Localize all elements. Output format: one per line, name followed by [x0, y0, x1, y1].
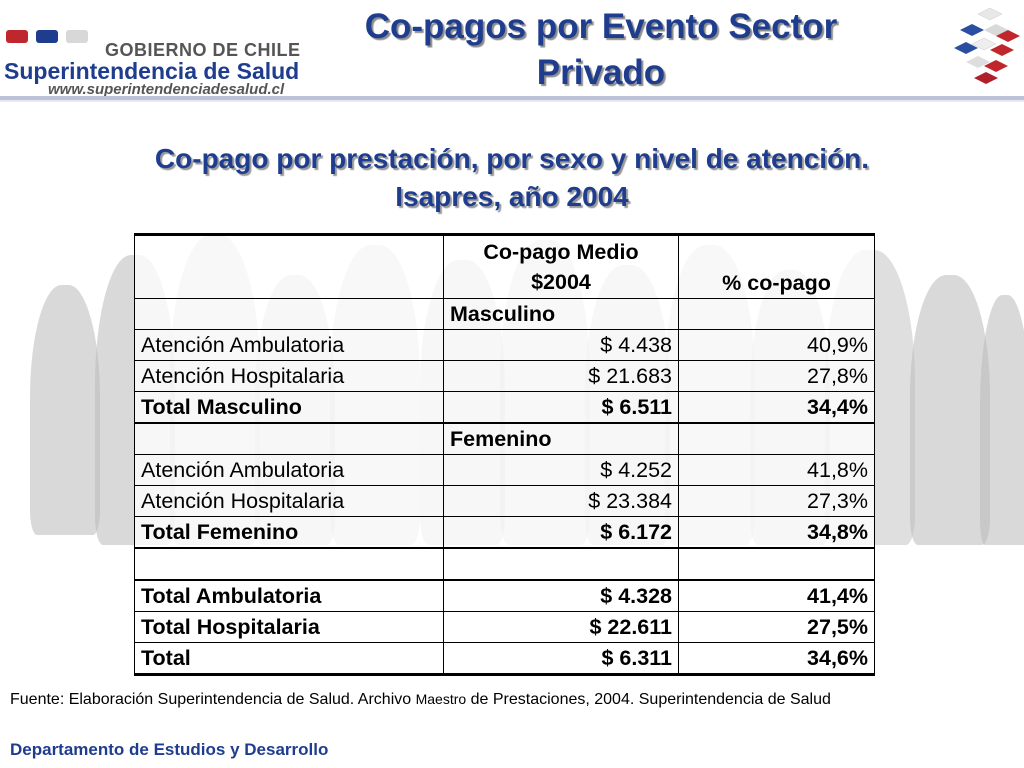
row-copago: $ 21.683	[443, 360, 679, 392]
group-label: Masculino	[443, 298, 679, 330]
row-copago: $ 22.611	[443, 611, 679, 643]
row-pct: 41,4%	[678, 579, 875, 612]
row-label: Atención Ambulatoria	[134, 329, 444, 361]
row-pct: 34,4%	[678, 391, 875, 424]
table-header-row: Co-pago Medio $2004 % co-pago	[134, 233, 875, 299]
spacer-row	[134, 547, 875, 581]
slide-title: Co-pagos por Evento Sector Privado	[320, 4, 882, 96]
row-copago: $ 4.438	[443, 329, 679, 361]
total-row-femenino: Total Femenino $ 6.172 34,8%	[134, 516, 875, 549]
row-label: Total Masculino	[134, 391, 444, 424]
row-copago: $ 4.252	[443, 454, 679, 486]
table-row: Atención Ambulatoria $ 4.252 41,8%	[134, 454, 875, 486]
table-row: Atención Ambulatoria $ 4.438 40,9%	[134, 329, 875, 361]
table-row: Atención Hospitalaria $ 21.683 27,8%	[134, 360, 875, 392]
source-text-part-2: de Prestaciones, 2004. Superintendencia …	[466, 691, 831, 708]
organization-url: www.superintendenciadesalud.cl	[48, 81, 285, 98]
logo-gems-icon	[6, 28, 90, 46]
row-pct: 41,8%	[678, 454, 875, 486]
header-pct-copago: % co-pago	[678, 233, 875, 299]
row-label: Atención Hospitalaria	[134, 485, 444, 517]
group-label: Femenino	[443, 422, 679, 455]
header-copago-line-2: $2004	[531, 270, 591, 294]
table-title: Co-pago por prestación, por sexo y nivel…	[40, 140, 984, 216]
source-text-part-1: Fuente: Elaboración Superintendencia de …	[10, 691, 416, 708]
row-pct: 27,5%	[678, 611, 875, 643]
row-label: Total Hospitalaria	[134, 611, 444, 643]
row-label: Atención Hospitalaria	[134, 360, 444, 392]
row-label: Atención Ambulatoria	[134, 454, 444, 486]
row-label: Total	[134, 642, 444, 676]
header: GOBIERNO DE CHILE Superintendencia de Sa…	[0, 0, 1024, 104]
slide-title-line-1: Co-pagos por Evento Sector	[364, 7, 838, 46]
logo: GOBIERNO DE CHILE Superintendencia de Sa…	[0, 0, 310, 104]
row-copago: $ 6.172	[443, 516, 679, 549]
total-row-hospitalaria: Total Hospitalaria $ 22.611 27,5%	[134, 611, 875, 643]
chile-flag-cubes-icon	[954, 8, 1020, 84]
header-divider	[0, 96, 1024, 100]
total-row-general: Total $ 6.311 34,6%	[134, 642, 875, 676]
total-row-masculino: Total Masculino $ 6.511 34,4%	[134, 391, 875, 424]
header-empty-cell	[134, 233, 444, 299]
row-copago: $ 4.328	[443, 579, 679, 612]
row-copago: $ 6.311	[443, 642, 679, 676]
department-label: Departamento de Estudios y Desarrollo	[10, 740, 329, 759]
organization-name: Superintendencia de Salud	[4, 58, 300, 84]
slide-title-line-2: Privado	[536, 53, 666, 92]
row-label: Total Ambulatoria	[134, 579, 444, 612]
row-pct: 40,9%	[678, 329, 875, 361]
source-text-small: Maestro	[415, 691, 467, 707]
group-row-femenino: Femenino	[134, 422, 875, 455]
row-copago: $ 6.511	[443, 391, 679, 424]
header-copago-medio: Co-pago Medio $2004	[443, 233, 679, 299]
source-note: Fuente: Elaboración Superintendencia de …	[10, 688, 1000, 711]
row-label: Total Femenino	[134, 516, 444, 549]
government-label: GOBIERNO DE CHILE	[105, 40, 301, 60]
header-divider-shadow	[0, 100, 1024, 102]
header-copago-line-1: Co-pago Medio	[483, 240, 639, 264]
total-row-ambulatoria: Total Ambulatoria $ 4.328 41,4%	[134, 579, 875, 612]
copago-table: Co-pago Medio $2004 % co-pago Masculino …	[134, 233, 875, 676]
table-row: Atención Hospitalaria $ 23.384 27,3%	[134, 485, 875, 517]
row-pct: 34,6%	[678, 642, 875, 676]
table-title-line-2: Isapres, año 2004	[395, 181, 629, 212]
row-copago: $ 23.384	[443, 485, 679, 517]
row-pct: 34,8%	[678, 516, 875, 549]
row-pct: 27,3%	[678, 485, 875, 517]
table-title-line-1: Co-pago por prestación, por sexo y nivel…	[154, 143, 870, 174]
group-row-masculino: Masculino	[134, 298, 875, 330]
row-pct: 27,8%	[678, 360, 875, 392]
